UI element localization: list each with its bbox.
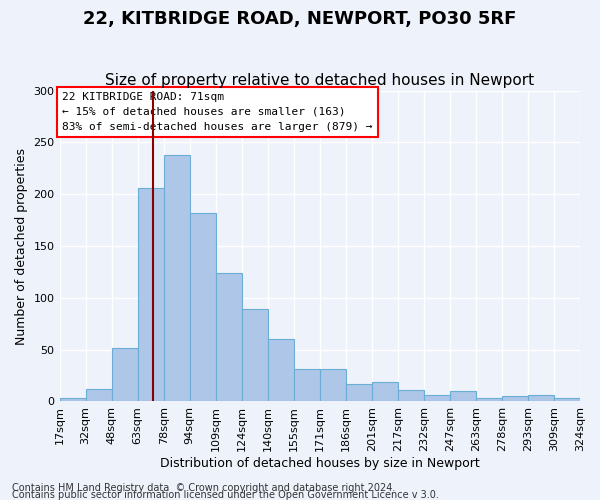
Bar — [164, 155, 190, 402]
Bar — [294, 370, 320, 402]
Bar — [346, 384, 372, 402]
Bar — [137, 188, 164, 402]
Y-axis label: Number of detached properties: Number of detached properties — [15, 148, 28, 344]
Bar — [268, 340, 294, 402]
Bar — [59, 398, 86, 402]
Bar — [112, 348, 137, 402]
Bar — [554, 398, 580, 402]
Bar — [528, 395, 554, 402]
Text: 22, KITBRIDGE ROAD, NEWPORT, PO30 5RF: 22, KITBRIDGE ROAD, NEWPORT, PO30 5RF — [83, 10, 517, 28]
Bar — [476, 398, 502, 402]
Bar — [215, 273, 242, 402]
Text: 22 KITBRIDGE ROAD: 71sqm
← 15% of detached houses are smaller (163)
83% of semi-: 22 KITBRIDGE ROAD: 71sqm ← 15% of detach… — [62, 92, 373, 132]
Bar — [320, 370, 346, 402]
Text: Contains HM Land Registry data  © Crown copyright and database right 2024.: Contains HM Land Registry data © Crown c… — [12, 483, 395, 493]
Bar — [372, 382, 398, 402]
Bar — [398, 390, 424, 402]
Bar — [190, 213, 215, 402]
Bar — [242, 309, 268, 402]
Bar — [450, 391, 476, 402]
Bar — [86, 389, 112, 402]
Title: Size of property relative to detached houses in Newport: Size of property relative to detached ho… — [105, 73, 535, 88]
Bar — [424, 395, 450, 402]
Bar — [502, 396, 528, 402]
Text: Contains public sector information licensed under the Open Government Licence v : Contains public sector information licen… — [12, 490, 439, 500]
X-axis label: Distribution of detached houses by size in Newport: Distribution of detached houses by size … — [160, 457, 479, 470]
